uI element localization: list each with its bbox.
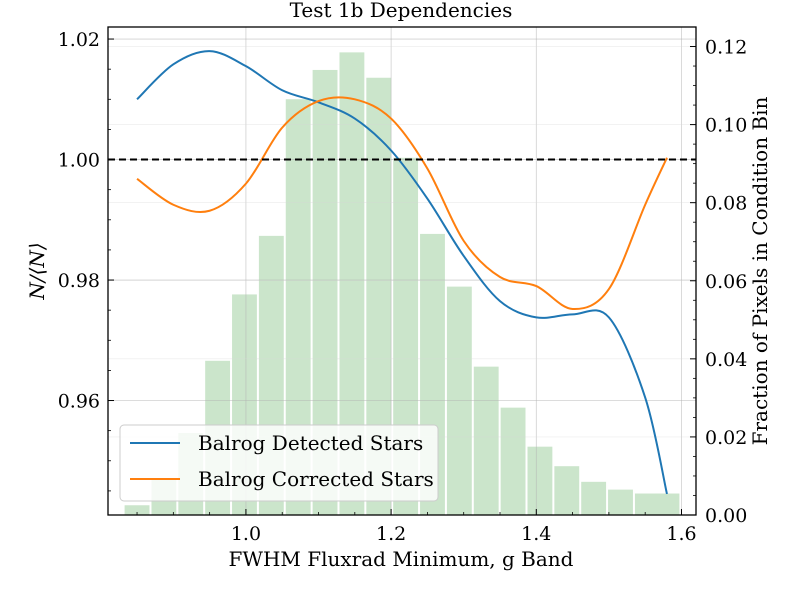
series-line-1 <box>136 96 668 310</box>
histogram-bar <box>554 466 580 515</box>
grid <box>108 27 696 516</box>
legend-label-corrected: Balrog Corrected Stars <box>198 467 434 491</box>
y-tick-label: 1.00 <box>58 150 100 172</box>
series-line-0 <box>136 50 668 495</box>
y-axis-title: N/⟨N⟩ <box>25 242 49 300</box>
x-axis-title: FWHM Fluxrad Minimum, g Band <box>229 547 574 571</box>
y2-tick-label: 0.06 <box>705 271 747 293</box>
y-tick-label: 0.96 <box>58 391 100 413</box>
histogram-bar <box>581 481 607 515</box>
legend-box <box>119 424 439 502</box>
y2-axis-title: Fraction of Pixels in Condition Bin <box>748 96 772 445</box>
histogram-bar <box>500 407 526 515</box>
histogram-bar <box>527 446 553 515</box>
plot-frame <box>107 26 697 516</box>
legend-label-detected: Balrog Detected Stars <box>198 431 423 455</box>
histogram-bar <box>608 489 633 515</box>
axis-ticks: 1.0 1.2 1.4 1.6 0.96 0.98 1.00 1.02 0.00 0.02 0.04… <box>58 29 748 545</box>
y2-tick-label: 0.10 <box>705 115 747 137</box>
histogram-bar <box>654 493 680 515</box>
x-tick-label: 1.6 <box>666 523 696 545</box>
histogram-bar <box>124 505 150 515</box>
y-tick-label: 0.98 <box>58 270 100 292</box>
chart-title: Test 1b Dependencies <box>290 0 513 22</box>
y2-tick-label: 0.02 <box>705 427 747 449</box>
legend: Balrog Detected Stars Balrog Corrected S… <box>119 424 439 502</box>
y2-tick-label: 0.08 <box>705 193 747 215</box>
y2-tick-label: 0.04 <box>705 349 747 371</box>
y2-tick-label: 0.12 <box>705 37 747 59</box>
x-tick-label: 1.4 <box>521 523 551 545</box>
series-lines <box>136 50 668 495</box>
y2-tick-label: 0.00 <box>705 505 747 527</box>
x-tick-label: 1.0 <box>231 523 261 545</box>
y-tick-label: 1.02 <box>58 29 100 51</box>
histogram-bar <box>634 493 660 515</box>
histogram-bar <box>473 366 499 515</box>
x-tick-label: 1.2 <box>376 523 406 545</box>
